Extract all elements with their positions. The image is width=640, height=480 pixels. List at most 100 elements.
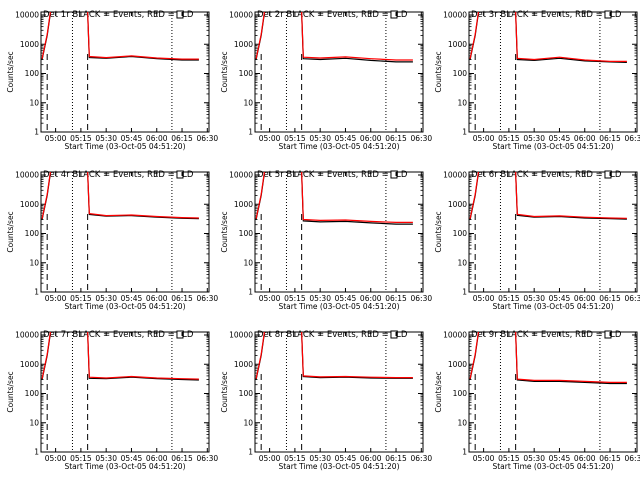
x-axis-label: Start Time (03-Oct-05 04:51:20) bbox=[492, 462, 613, 471]
x-tick-label: 06:00 bbox=[360, 134, 382, 143]
x-tick-label: 05:00 bbox=[45, 134, 67, 143]
x-tick-label: 06:15 bbox=[171, 134, 193, 143]
x-tick-label: 06:15 bbox=[171, 454, 193, 463]
y-axis-label: Counts/sec bbox=[434, 211, 443, 252]
y-tick-label: 1000 bbox=[20, 200, 39, 209]
time-marker-box bbox=[390, 170, 398, 179]
y-tick-label: 100 bbox=[239, 69, 254, 78]
x-tick-label: 05:45 bbox=[549, 454, 571, 463]
x-tick-label: 05:45 bbox=[549, 294, 571, 303]
y-tick-label: 1 bbox=[462, 448, 467, 457]
y-tick-label: 10000 bbox=[443, 331, 467, 340]
y-axis-label: Counts/sec bbox=[6, 51, 15, 92]
x-tick-label: 06:15 bbox=[385, 294, 407, 303]
y-tick-label: 1 bbox=[248, 288, 253, 297]
x-tick-label: 06:30 bbox=[197, 294, 219, 303]
series-line-lld bbox=[469, 172, 627, 219]
x-tick-label: 06:00 bbox=[574, 134, 596, 143]
x-tick-label: 05:45 bbox=[335, 134, 357, 143]
y-tick-label: 1 bbox=[462, 288, 467, 297]
y-tick-label: 1000 bbox=[234, 200, 253, 209]
time-marker-box bbox=[604, 170, 612, 179]
y-tick-label: 10000 bbox=[15, 11, 39, 20]
y-tick-label: 1000 bbox=[20, 360, 39, 369]
x-tick-label: 05:00 bbox=[473, 454, 495, 463]
x-tick-label: 05:45 bbox=[121, 454, 143, 463]
y-tick-label: 10 bbox=[29, 418, 39, 427]
y-tick-label: 100 bbox=[453, 69, 468, 78]
y-tick-label: 1 bbox=[248, 128, 253, 137]
x-tick-label: 05:00 bbox=[259, 134, 281, 143]
y-axis-label: Counts/sec bbox=[6, 371, 15, 412]
time-marker-box bbox=[390, 330, 398, 339]
y-tick-label: 1000 bbox=[234, 40, 253, 49]
time-marker-box bbox=[176, 170, 184, 179]
x-tick-label: 05:15 bbox=[284, 294, 306, 303]
plot-frame bbox=[254, 171, 424, 293]
x-tick-label: 05:00 bbox=[259, 454, 281, 463]
x-tick-label: 06:30 bbox=[411, 294, 433, 303]
y-tick-label: 10 bbox=[29, 258, 39, 267]
series-line-lld bbox=[255, 12, 413, 61]
x-tick-label: 05:15 bbox=[498, 294, 520, 303]
y-tick-label: 10 bbox=[243, 258, 253, 267]
plot-frame bbox=[468, 171, 638, 293]
series-line-lld bbox=[41, 332, 199, 380]
y-axis-label: Counts/sec bbox=[220, 51, 229, 92]
x-tick-label: 05:00 bbox=[473, 294, 495, 303]
series-line-lld bbox=[255, 332, 413, 379]
y-tick-label: 10 bbox=[457, 258, 467, 267]
y-tick-label: 10 bbox=[457, 418, 467, 427]
y-axis-label: Counts/sec bbox=[434, 51, 443, 92]
x-tick-label: 05:15 bbox=[284, 454, 306, 463]
y-axis-label: Counts/sec bbox=[434, 371, 443, 412]
y-tick-label: 1 bbox=[34, 448, 39, 457]
x-tick-label: 06:30 bbox=[625, 454, 640, 463]
y-axis-label: Counts/sec bbox=[220, 371, 229, 412]
x-tick-label: 05:30 bbox=[523, 454, 545, 463]
chart-title: Det 3r BLACK = Events, RED = LLD bbox=[471, 10, 622, 20]
x-tick-label: 06:30 bbox=[411, 454, 433, 463]
x-tick-label: 06:30 bbox=[197, 134, 219, 143]
y-tick-label: 10000 bbox=[15, 331, 39, 340]
x-tick-label: 05:00 bbox=[45, 454, 67, 463]
plot-frame bbox=[468, 331, 638, 453]
series-line-lld bbox=[41, 12, 199, 60]
x-tick-label: 05:30 bbox=[309, 294, 331, 303]
x-tick-label: 05:45 bbox=[335, 294, 357, 303]
y-tick-label: 10000 bbox=[229, 11, 253, 20]
plot-frame bbox=[40, 11, 210, 133]
x-tick-label: 06:30 bbox=[625, 134, 640, 143]
x-tick-label: 06:15 bbox=[385, 134, 407, 143]
time-marker-box bbox=[176, 10, 184, 19]
chart-title: Det 5r BLACK = Events, RED = LLD bbox=[257, 170, 408, 180]
x-axis-label: Start Time (03-Oct-05 04:51:20) bbox=[492, 142, 613, 151]
x-tick-label: 05:30 bbox=[95, 134, 117, 143]
y-tick-label: 10000 bbox=[229, 171, 253, 180]
y-tick-label: 100 bbox=[25, 229, 40, 238]
x-tick-label: 05:45 bbox=[549, 134, 571, 143]
y-tick-label: 1000 bbox=[448, 40, 467, 49]
chart-title: Det 1r BLACK = Events, RED = LLD bbox=[43, 10, 194, 20]
series-line-lld bbox=[41, 172, 199, 219]
y-tick-label: 1 bbox=[462, 128, 467, 137]
x-tick-label: 06:00 bbox=[146, 294, 168, 303]
x-axis-label: Start Time (03-Oct-05 04:51:20) bbox=[278, 142, 399, 151]
time-marker-box bbox=[176, 330, 184, 339]
y-tick-label: 10 bbox=[457, 98, 467, 107]
x-tick-label: 05:15 bbox=[70, 134, 92, 143]
x-tick-label: 05:15 bbox=[70, 294, 92, 303]
y-tick-label: 10000 bbox=[229, 331, 253, 340]
y-tick-label: 100 bbox=[25, 69, 40, 78]
x-tick-label: 06:15 bbox=[599, 454, 621, 463]
y-tick-label: 1 bbox=[34, 128, 39, 137]
series-line-lld bbox=[469, 12, 627, 63]
time-marker-box bbox=[604, 330, 612, 339]
y-tick-label: 100 bbox=[239, 229, 254, 238]
